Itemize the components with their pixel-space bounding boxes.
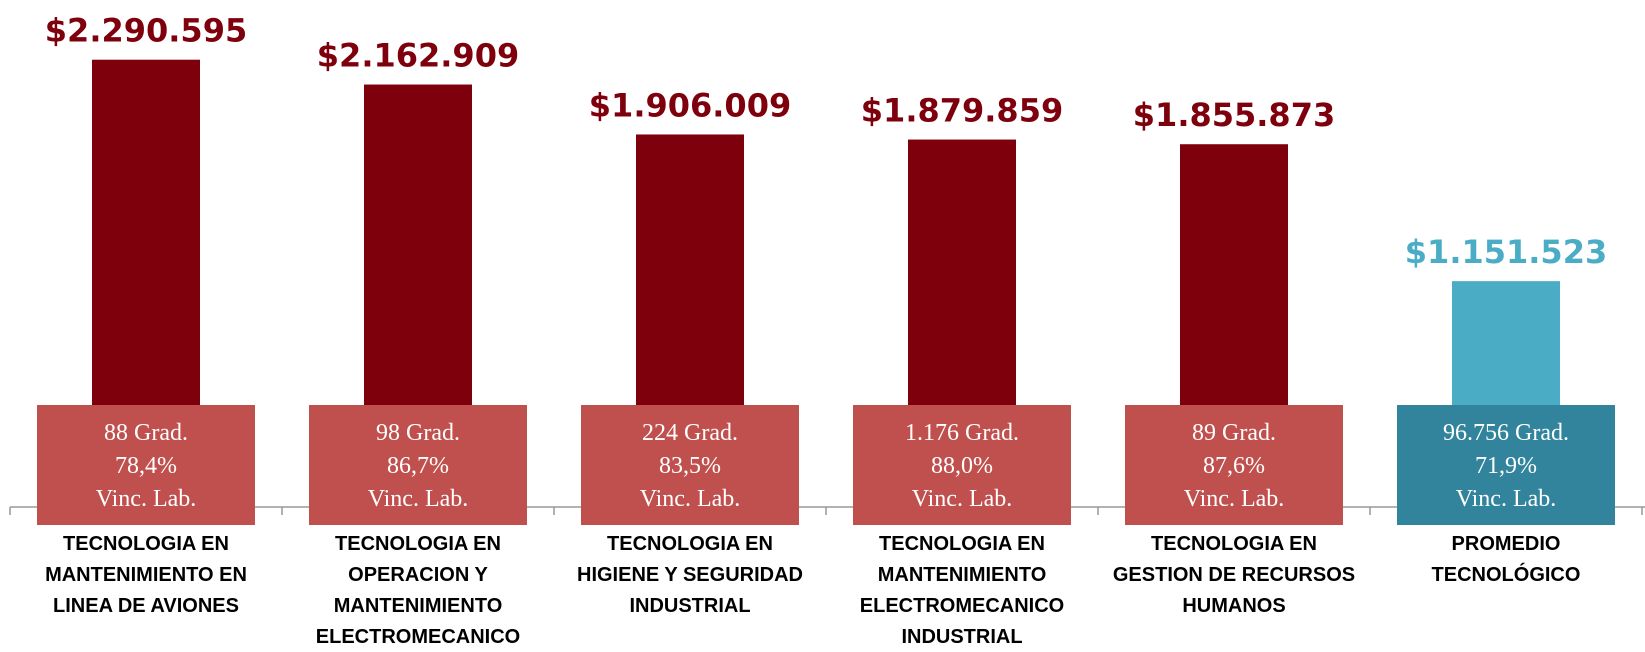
annotation-text: Vinc. Lab. (1456, 486, 1557, 512)
annotation-text: 88 Grad. (104, 420, 188, 446)
annotation-text: 78,4% (115, 453, 177, 479)
annotation-text: Vinc. Lab. (640, 486, 741, 512)
x-tick-label: TECNOLOGIA EN (1151, 533, 1317, 555)
x-tick-label: LINEA DE AVIONES (53, 595, 239, 617)
x-tick-label: MANTENIMIENTO (334, 595, 503, 617)
annotation-text: 83,5% (659, 453, 721, 479)
x-tick-label: TECNOLOGIA EN (607, 533, 773, 555)
annotation-box (309, 405, 527, 525)
x-tick-label: PROMEDIO (1452, 533, 1561, 555)
x-tick-label: ELECTROMECANICO (860, 595, 1064, 617)
annotation-box (853, 405, 1071, 525)
annotation-text: Vinc. Lab. (912, 486, 1013, 512)
x-tick-label: HIGIENE Y SEGURIDAD (577, 564, 803, 586)
value-label: $2.162.909 (317, 37, 519, 75)
annotation-text: 87,6% (1203, 453, 1265, 479)
x-tick-label: ELECTROMECANICO (316, 626, 520, 648)
x-tick-label: TECNOLOGIA EN (63, 533, 229, 555)
x-tick-label: TECNOLÓGICO (1432, 562, 1581, 586)
value-label: $1.855.873 (1133, 96, 1335, 134)
x-tick-label: OPERACION Y (348, 564, 488, 586)
x-tick-label: TECNOLOGIA EN (879, 533, 1045, 555)
annotation-text: 86,7% (387, 453, 449, 479)
annotation-text: 1.176 Grad. (905, 420, 1019, 446)
annotation-text: 224 Grad. (642, 420, 738, 446)
value-label: $1.879.859 (861, 92, 1063, 130)
x-tick-label: GESTION DE RECURSOS (1113, 564, 1355, 586)
annotation-text: 88,0% (931, 453, 993, 479)
annotation-text: Vinc. Lab. (368, 486, 469, 512)
x-tick-label: HUMANOS (1182, 595, 1285, 617)
x-tick-label: INDUSTRIAL (629, 595, 750, 617)
x-tick-label: TECNOLOGIA EN (335, 533, 501, 555)
annotation-box (1397, 405, 1615, 525)
annotation-text: 71,9% (1475, 453, 1537, 479)
annotation-text: Vinc. Lab. (1184, 486, 1285, 512)
annotation-text: Vinc. Lab. (96, 486, 197, 512)
annotation-text: 96.756 Grad. (1443, 420, 1569, 446)
annotation-text: 89 Grad. (1192, 420, 1276, 446)
annotation-box (37, 405, 255, 525)
x-tick-label: MANTENIMIENTO (878, 564, 1047, 586)
x-tick-label: INDUSTRIAL (901, 626, 1022, 648)
value-label: $2.290.595 (45, 12, 247, 50)
value-label: $1.151.523 (1405, 233, 1607, 271)
annotation-box (1125, 405, 1343, 525)
annotation-text: 98 Grad. (376, 420, 460, 446)
value-label: $1.906.009 (589, 86, 791, 124)
annotation-box (581, 405, 799, 525)
x-tick-label: MANTENIMIENTO EN (45, 564, 247, 586)
